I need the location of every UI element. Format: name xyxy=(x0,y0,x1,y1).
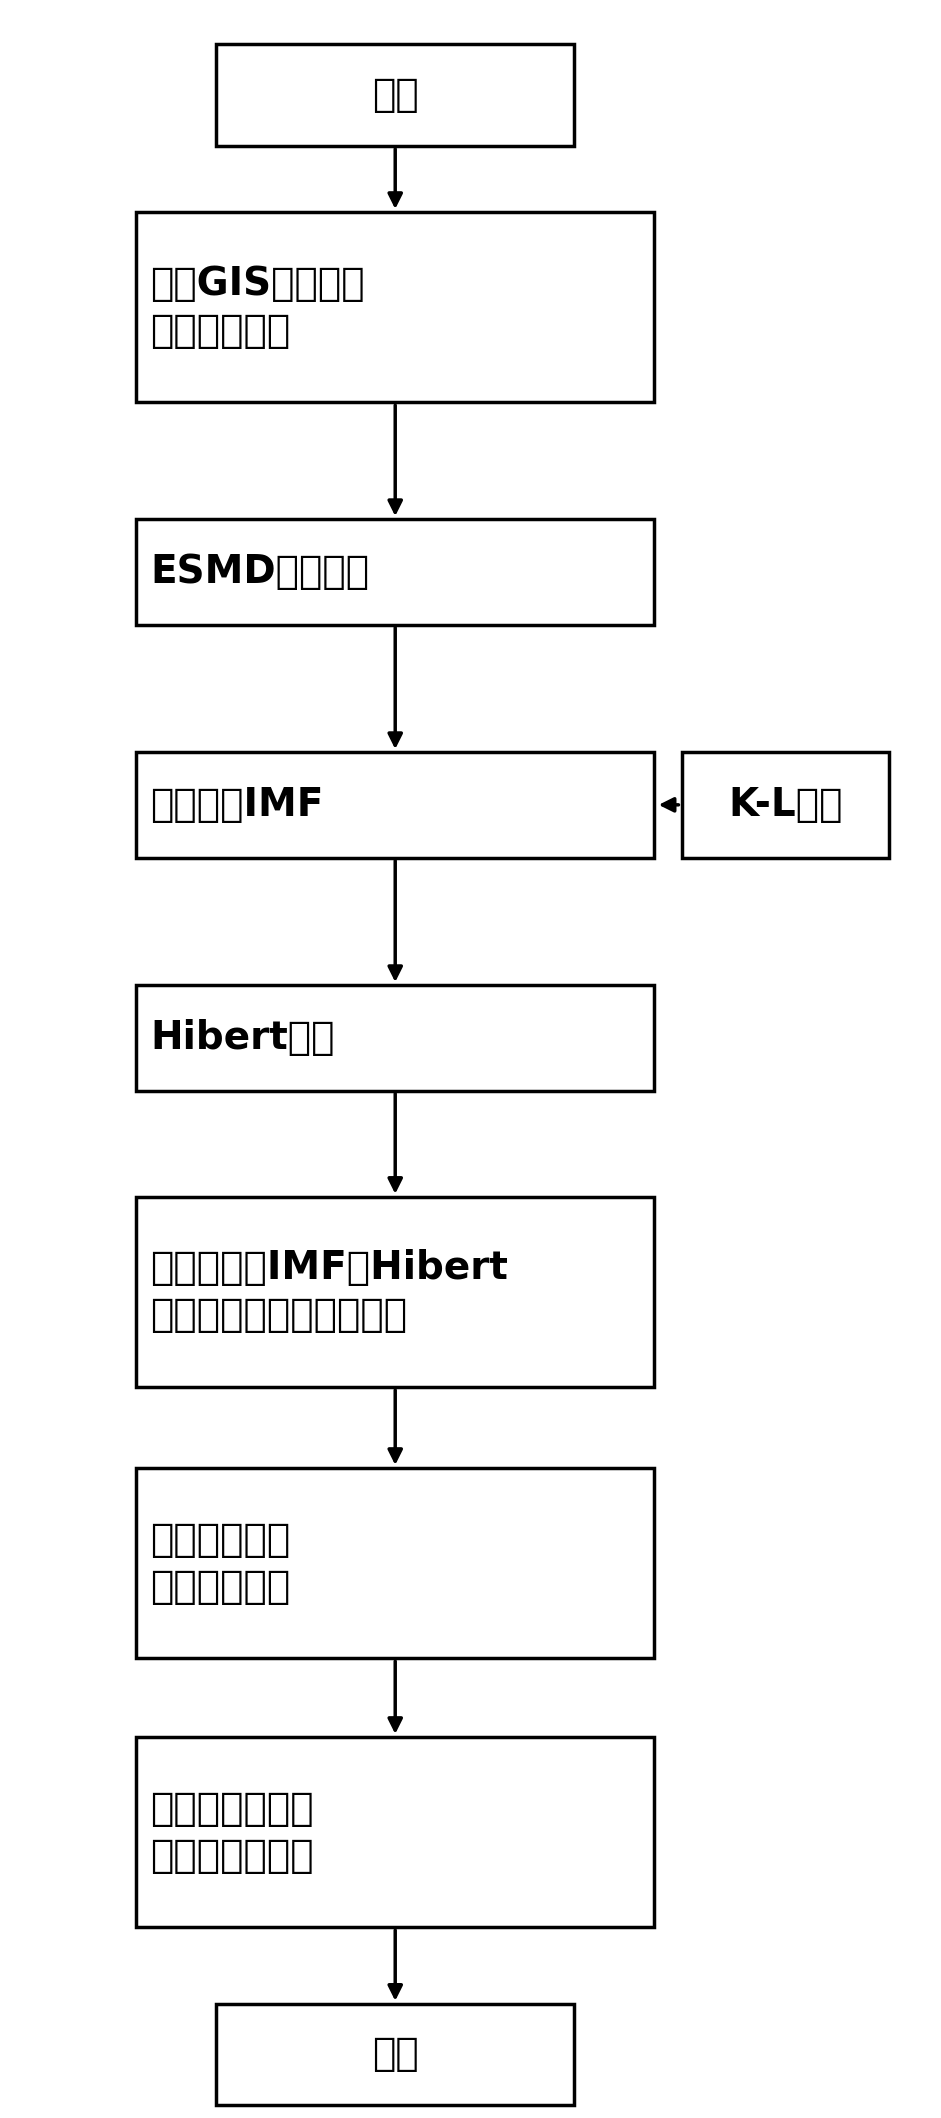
Text: Hibert变换: Hibert变换 xyxy=(151,1019,335,1057)
Bar xyxy=(136,985,654,1091)
Text: 开始: 开始 xyxy=(372,76,419,114)
Text: 提取各真实IMF的Hibert
边际谱能量作为特征向量: 提取各真实IMF的Hibert 边际谱能量作为特征向量 xyxy=(151,1250,508,1334)
Text: 构建三层前向神
经网络诊断模型: 构建三层前向神 经网络诊断模型 xyxy=(151,1790,314,1874)
Text: 结束: 结束 xyxy=(372,2035,419,2074)
Bar xyxy=(216,44,574,146)
Bar xyxy=(136,1737,654,1927)
Bar xyxy=(682,752,889,858)
Bar xyxy=(136,519,654,625)
Bar xyxy=(136,1468,654,1658)
Text: K-L散度: K-L散度 xyxy=(728,786,843,824)
Bar xyxy=(216,2004,574,2105)
Bar xyxy=(136,752,654,858)
Text: 构建诊断决策
属性表并约简: 构建诊断决策 属性表并约简 xyxy=(151,1521,291,1605)
Bar xyxy=(136,212,654,402)
Text: 提取真实IMF: 提取真实IMF xyxy=(151,786,324,824)
Text: 采集GIS运行状态
下的振动信号: 采集GIS运行状态 下的振动信号 xyxy=(151,265,365,349)
Bar xyxy=(136,1197,654,1387)
Text: ESMD一次分解: ESMD一次分解 xyxy=(151,553,370,591)
